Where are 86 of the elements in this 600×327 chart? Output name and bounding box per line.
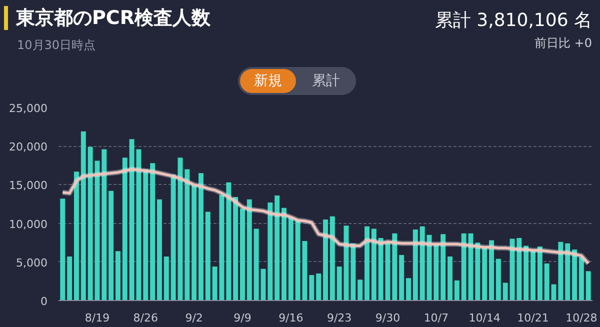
bar: [67, 256, 72, 300]
bar: [530, 251, 536, 300]
bar: [524, 246, 529, 300]
bar: [288, 217, 294, 300]
bar: [586, 271, 591, 300]
x-tick-label: 10/14: [468, 312, 500, 324]
bar: [578, 257, 584, 300]
bar: [74, 172, 79, 300]
bar: [268, 202, 273, 300]
bar: [192, 184, 197, 300]
bar: [544, 263, 550, 300]
bar: [295, 220, 300, 300]
y-tick-label: 0: [40, 295, 48, 308]
chart-title: 東京都のPCR検査人数: [16, 6, 210, 31]
bar: [157, 199, 162, 300]
bar: [184, 169, 190, 300]
bar: [565, 243, 570, 300]
text: 前日比 +0: [534, 35, 592, 52]
x-tick-label: 9/2: [185, 312, 203, 324]
bar: [274, 196, 280, 300]
y-tick-label: 25,000: [9, 102, 48, 115]
bar: [254, 228, 259, 300]
bar: [496, 258, 501, 300]
bar: [150, 163, 156, 300]
bar: [115, 251, 120, 300]
x-tick-label: 10/28: [566, 312, 598, 324]
bar: [448, 256, 452, 300]
y-tick-label: 15,000: [9, 179, 48, 192]
bar: [572, 250, 578, 300]
bar: [170, 174, 176, 300]
text: 累計: [311, 72, 341, 91]
bar: [454, 280, 460, 300]
x-tick-label: 8/26: [133, 312, 158, 324]
bar: [143, 169, 148, 300]
bar: [102, 149, 107, 300]
bar: [205, 212, 210, 300]
bar: [336, 266, 342, 300]
bar: [198, 173, 204, 300]
bar: [108, 190, 114, 300]
bar: [219, 194, 224, 300]
bar: [371, 228, 376, 300]
bar: [420, 226, 425, 300]
bar: [246, 199, 252, 300]
x-tick-label: 9/23: [326, 312, 352, 324]
y-tick-label: 20,000: [9, 140, 48, 154]
text: 累計 3,810,106 名: [434, 9, 592, 33]
bar: [323, 219, 328, 300]
y-tick-label: 10,000: [9, 218, 48, 231]
bar: [122, 158, 128, 300]
bar: [302, 241, 308, 300]
x-tick-label: 10/7: [424, 312, 449, 324]
text: 新規: [240, 69, 296, 93]
bar: [399, 254, 404, 300]
x-tick-label: 9/30: [375, 312, 400, 324]
bar: [434, 244, 439, 300]
bar: [164, 256, 169, 300]
bar: [461, 233, 466, 300]
bar: [482, 248, 488, 300]
chart-subtitle: 10月30日時点: [17, 37, 96, 54]
bar: [233, 197, 238, 300]
bar: [475, 242, 480, 300]
x-tick-label: 10/21: [517, 312, 549, 324]
bar: [378, 238, 384, 300]
bar: [502, 282, 508, 300]
bar: [392, 233, 398, 300]
bar: [406, 278, 411, 300]
bar: [309, 275, 314, 300]
bar: [358, 280, 363, 300]
bar: [364, 226, 370, 300]
bar: [440, 234, 446, 300]
bar: [330, 216, 335, 300]
bar: [282, 208, 286, 300]
bar: [316, 273, 322, 300]
bar: [80, 131, 86, 300]
x-tick-label: 9/9: [234, 312, 252, 324]
bar: [240, 208, 245, 300]
bar: [226, 182, 232, 300]
y-tick-label: 5,000: [16, 256, 48, 270]
bar: [60, 198, 66, 300]
bar: [212, 266, 218, 300]
bar: [350, 243, 356, 300]
bar: [412, 229, 418, 300]
x-tick-label: 8/19: [84, 312, 110, 324]
bar: [537, 246, 542, 300]
x-tick-label: 9/16: [278, 312, 304, 324]
bar: [489, 240, 494, 300]
